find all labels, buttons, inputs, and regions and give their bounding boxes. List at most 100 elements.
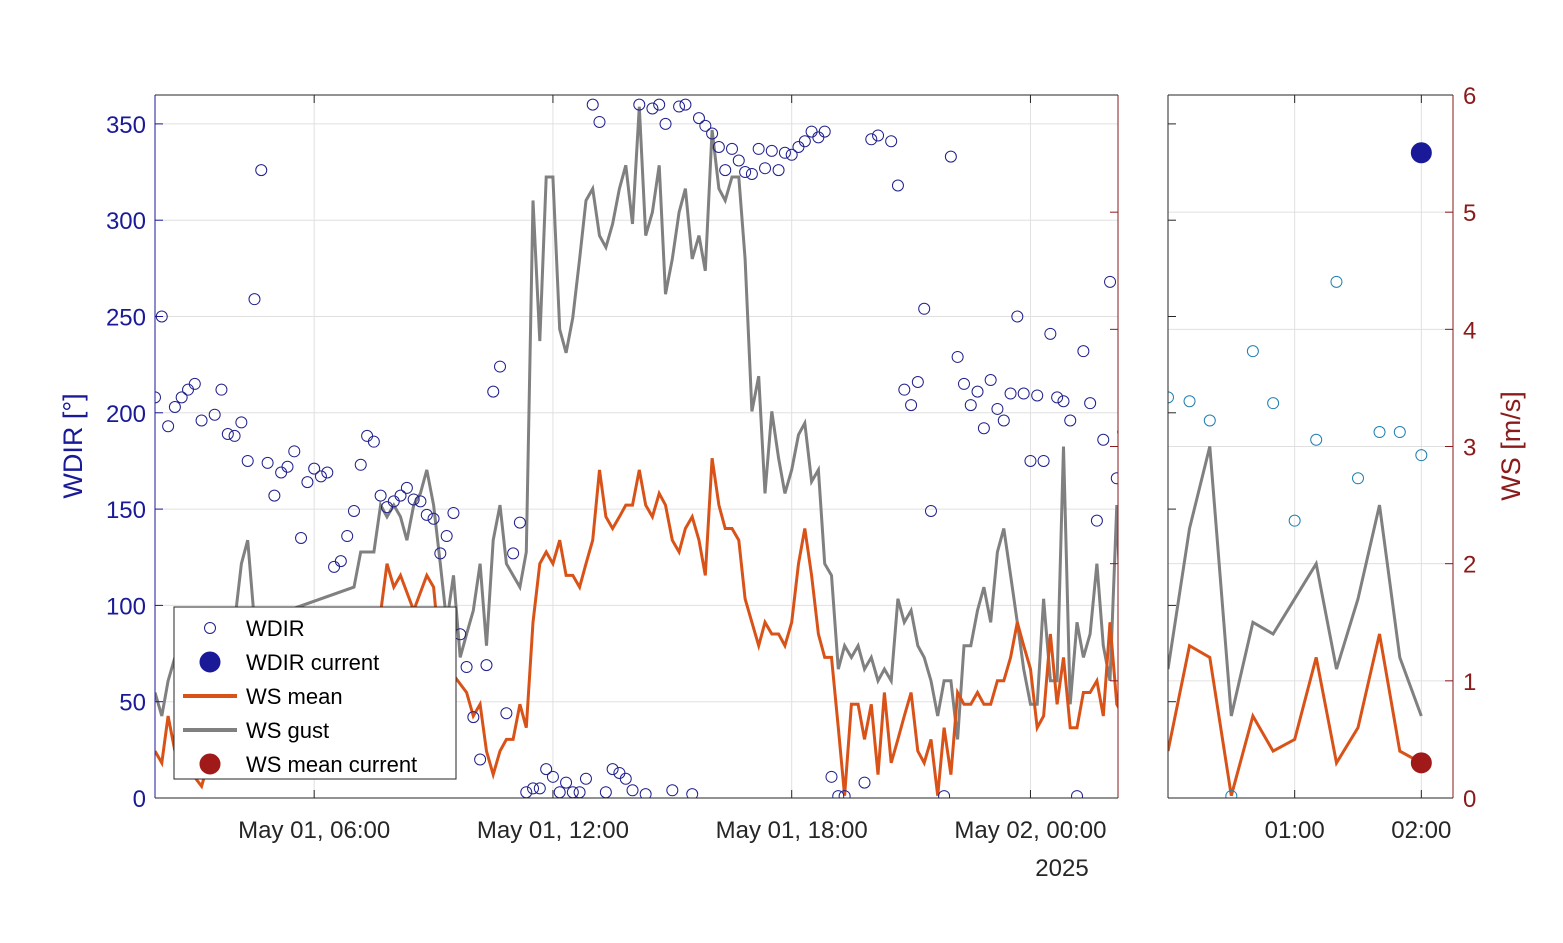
legend-label: WS mean current (246, 752, 417, 777)
wdir-point (579, 772, 592, 785)
wdir-point (374, 489, 387, 502)
y-left-tick-label: 200 (106, 401, 146, 428)
wdir-point (241, 454, 254, 467)
wdir-point (957, 377, 970, 390)
wdir-point (1104, 275, 1117, 288)
wdir-point (407, 493, 420, 506)
wdir-point (838, 790, 851, 798)
wdir-point (1090, 514, 1103, 527)
wdir-point (951, 350, 964, 363)
wdir-point (1084, 397, 1097, 410)
wdir-current-marker (1128, 143, 1148, 163)
ws-mean-line (155, 457, 1118, 796)
y-right-tick-label: 0 (1463, 786, 1476, 813)
wdir-point (692, 112, 705, 125)
wdir-point (719, 164, 732, 177)
wdir-point (798, 135, 811, 148)
wdir-point (1044, 327, 1057, 340)
wdir-point (155, 391, 161, 404)
wdir-point (633, 98, 646, 111)
wdir-point (341, 530, 354, 543)
wdir-point (1288, 514, 1301, 527)
wdir-point (726, 142, 739, 155)
y-right-tick-label: 3 (1463, 435, 1476, 462)
wdir-point (533, 782, 546, 795)
wdir-point (1246, 345, 1259, 358)
x-axis-year-label: 2025 (1035, 855, 1088, 882)
wdir-point (175, 391, 188, 404)
y-left-tick-label: 150 (106, 497, 146, 524)
wdir-point (228, 429, 241, 442)
inset-series-layer (1168, 142, 1432, 798)
ws-mean-current-marker (1128, 753, 1148, 773)
y-axis-label-ws: WS [m/s] (1496, 391, 1526, 501)
x-tick-label: May 01, 18:00 (716, 817, 868, 844)
wdir-point (195, 414, 208, 427)
wdir-point (1004, 387, 1017, 400)
wdir-point (1124, 427, 1135, 438)
wdir-point (1037, 454, 1050, 467)
wdir-point (619, 772, 632, 785)
wdir-point (911, 375, 924, 388)
wdir-point (971, 385, 984, 398)
wdir-point (1183, 395, 1196, 408)
wdir-point (1064, 414, 1077, 427)
wdir-point (447, 506, 460, 519)
wdir-point (1024, 454, 1037, 467)
wdir-point (540, 763, 553, 776)
wdir-point (1267, 397, 1280, 410)
wdir-point (347, 505, 360, 518)
wdir-point (288, 445, 301, 458)
y-right-tick-label: 5 (1463, 200, 1476, 227)
wdir-point (891, 179, 904, 192)
wdir-point (188, 377, 201, 390)
wdir-point (778, 146, 791, 159)
x-tick-label: May 02, 00:00 (954, 817, 1106, 844)
wdir-point (659, 117, 672, 130)
wdir-point (321, 466, 334, 479)
wdir-point (679, 98, 692, 111)
wdir-point (281, 460, 294, 473)
wdir-point (1310, 433, 1323, 446)
inset-axes: 01:00 02:00 0 1 2 3 4 5 6 (1167, 83, 1476, 844)
wdir-point (699, 119, 712, 132)
wdir-point (918, 302, 931, 315)
wdir-point (1131, 450, 1142, 461)
wdir-point (1373, 426, 1386, 439)
wdir-point (354, 458, 367, 471)
legend-symbol-wdir (204, 622, 216, 634)
wdir-point (248, 293, 261, 306)
wdir-point (673, 100, 686, 113)
wdir-point (759, 162, 772, 175)
wdir-point (818, 125, 831, 138)
wdir-point (261, 456, 274, 469)
wdir-point (414, 495, 427, 508)
legend-symbol-current (199, 651, 221, 673)
y-axis-label-wdir: WDIR [°] (58, 393, 88, 498)
y-left-tick-label: 0 (133, 786, 146, 813)
x-tick-label: 02:00 (1391, 817, 1451, 844)
main-grid (155, 95, 1118, 799)
x-tick-label: 01:00 (1265, 817, 1325, 844)
wdir-point (706, 127, 719, 140)
wdir-point (785, 148, 798, 161)
wdir-point (467, 711, 480, 724)
legend-symbol-current (199, 753, 221, 775)
wdir-point (765, 144, 778, 157)
wdir-point (295, 531, 308, 544)
wdir-point (991, 402, 1004, 415)
wdir-point (560, 776, 573, 789)
wdir-point (732, 154, 745, 167)
wdir-point (712, 141, 725, 154)
wdir-point (235, 416, 248, 429)
wdir-point (301, 476, 314, 489)
wdir-point (527, 782, 540, 795)
wdir-point (434, 547, 447, 560)
wdir-point (1352, 472, 1364, 485)
wdir-point (480, 659, 493, 672)
wdir-point (865, 133, 878, 146)
wdir-point (1168, 391, 1174, 404)
wdir-point (1203, 414, 1216, 427)
ws-gust-line (155, 106, 1118, 740)
